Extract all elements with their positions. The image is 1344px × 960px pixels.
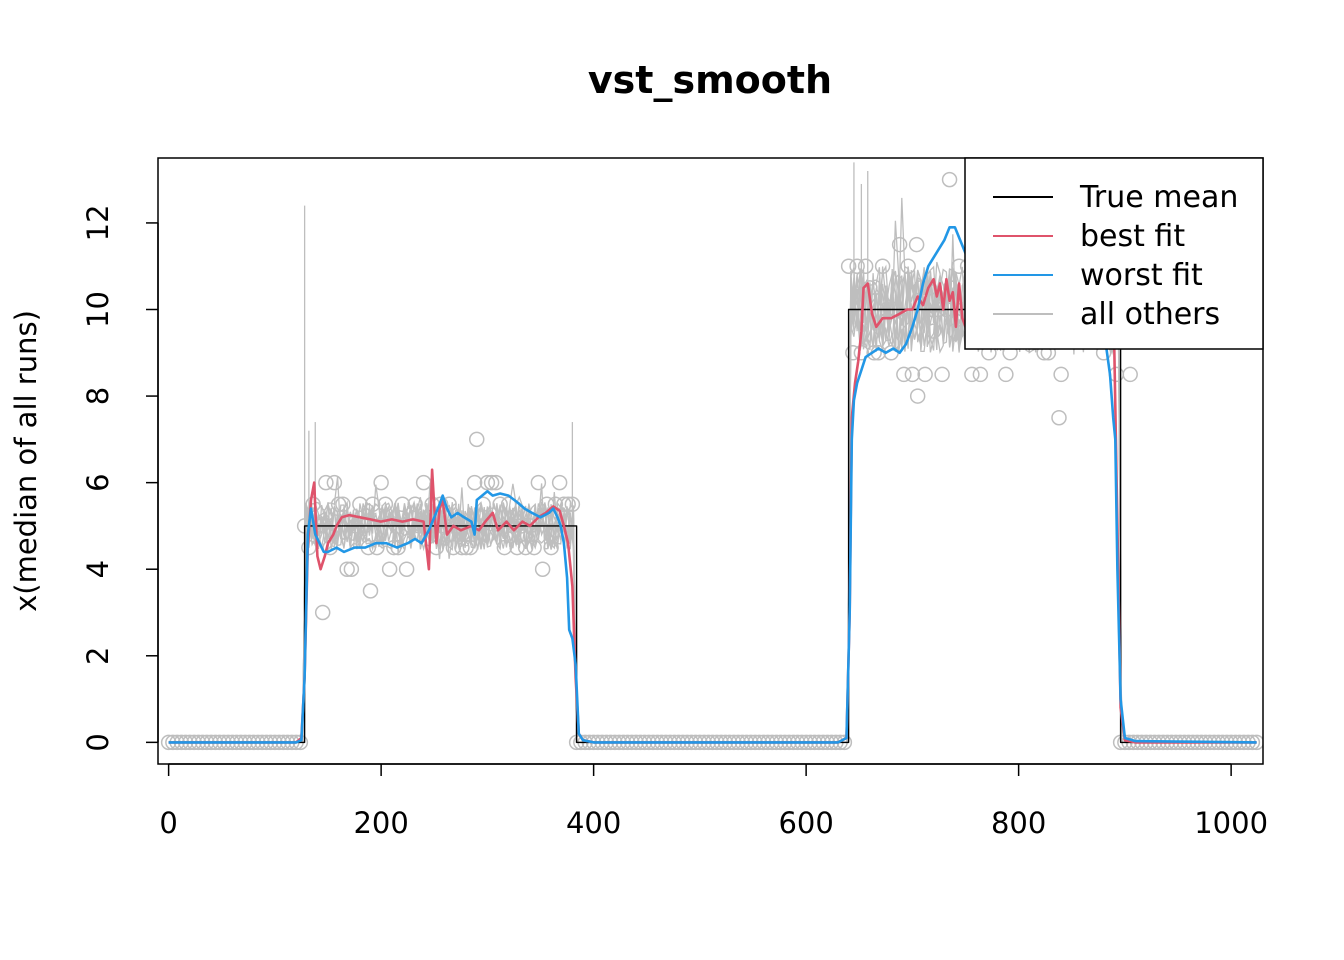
y-axis: 0 2 4 6 8 10 12 <box>81 204 159 752</box>
all-others-point <box>492 496 508 513</box>
all-others-point <box>526 539 542 556</box>
all-others-point <box>556 496 572 513</box>
all-others-point <box>326 474 343 491</box>
all-others-point <box>394 496 411 513</box>
all-others-point <box>352 496 368 513</box>
all-others-point <box>917 366 933 383</box>
all-others-point <box>840 258 857 274</box>
all-others-point <box>530 474 547 491</box>
all-others-point <box>454 539 470 556</box>
all-others-point <box>469 431 485 448</box>
all-others-point <box>1122 366 1138 383</box>
all-others-point <box>488 474 504 491</box>
all-others-point <box>386 539 402 556</box>
all-others-point <box>866 345 882 361</box>
all-others-point <box>314 604 331 621</box>
all-others-point <box>377 496 394 513</box>
x-tick-label: 800 <box>991 806 1046 840</box>
x-tick-label: 600 <box>778 806 833 840</box>
all-others-point <box>339 561 355 577</box>
legend-label-best-fit: best fit <box>1080 219 1185 254</box>
all-others-point <box>941 171 958 188</box>
all-others-point <box>900 258 916 274</box>
all-others-point <box>857 258 874 274</box>
legend-box <box>964 157 1264 350</box>
all-others-point <box>1051 409 1067 426</box>
all-others-point <box>462 539 479 556</box>
legend-label-true-mean: True mean <box>1079 180 1238 215</box>
all-others-point <box>458 539 474 556</box>
all-others-point <box>543 539 559 556</box>
all-others-point <box>891 236 908 253</box>
all-others-point <box>998 366 1014 383</box>
all-others-point <box>500 496 517 513</box>
all-others-point <box>908 236 925 253</box>
all-others-point <box>330 496 347 513</box>
all-others-point <box>369 539 385 556</box>
legend: True mean best fit worst fit all others <box>964 157 1264 350</box>
all-others-point <box>517 539 534 556</box>
all-others-point <box>874 258 891 274</box>
all-others-point <box>305 496 321 513</box>
all-others-point <box>343 561 360 577</box>
all-others-point <box>925 323 942 339</box>
all-others-point <box>445 539 462 556</box>
all-others-point <box>466 474 483 491</box>
all-others-point <box>551 474 568 491</box>
all-others-point <box>398 561 415 577</box>
all-others-point <box>479 474 496 491</box>
x-tick-label: 200 <box>353 806 408 840</box>
all-others-point <box>390 539 406 556</box>
true-mean-line <box>168 308 1257 744</box>
y-tick-label: 12 <box>81 204 115 241</box>
all-others-point <box>972 366 989 383</box>
all-others-point <box>964 366 980 383</box>
chart-title: vst_smooth <box>588 58 832 102</box>
all-others-point <box>853 345 870 361</box>
all-others-point <box>934 366 950 383</box>
y-tick-label: 8 <box>81 387 115 405</box>
x-tick-label: 1000 <box>1194 806 1268 840</box>
y-tick-label: 6 <box>81 473 115 491</box>
x-tick-label: 0 <box>159 806 177 840</box>
all-others-point <box>896 366 912 383</box>
all-others-point <box>364 496 381 513</box>
all-others-point <box>909 388 926 404</box>
all-others-point <box>534 561 551 577</box>
y-tick-label: 4 <box>81 560 115 578</box>
all-others-point <box>483 474 500 491</box>
x-tick-label: 400 <box>566 806 621 840</box>
all-others-point <box>407 496 423 513</box>
y-tick-label: 2 <box>81 647 115 665</box>
all-others-point <box>509 539 525 556</box>
all-others-point <box>318 474 334 491</box>
x-axis: 0 200 400 600 800 1000 <box>159 763 1268 840</box>
true-mean-series <box>168 308 1257 744</box>
all-others-point <box>1053 366 1069 383</box>
all-others-point <box>904 366 921 383</box>
all-others-point <box>381 561 398 577</box>
all-others-point <box>362 583 379 599</box>
legend-label-worst-fit: worst fit <box>1080 258 1203 293</box>
all-others-point <box>564 496 581 513</box>
all-others-point <box>415 474 432 491</box>
y-tick-label: 10 <box>81 291 115 328</box>
all-others-point <box>849 258 865 274</box>
all-others-point <box>560 496 576 513</box>
y-tick-label: 0 <box>81 733 115 751</box>
all-others-point <box>496 539 513 556</box>
y-axis-label: x(median of all runs) <box>9 310 43 612</box>
legend-label-all-others: all others <box>1080 297 1220 332</box>
all-others-point <box>373 474 389 491</box>
all-others-point <box>335 496 351 513</box>
